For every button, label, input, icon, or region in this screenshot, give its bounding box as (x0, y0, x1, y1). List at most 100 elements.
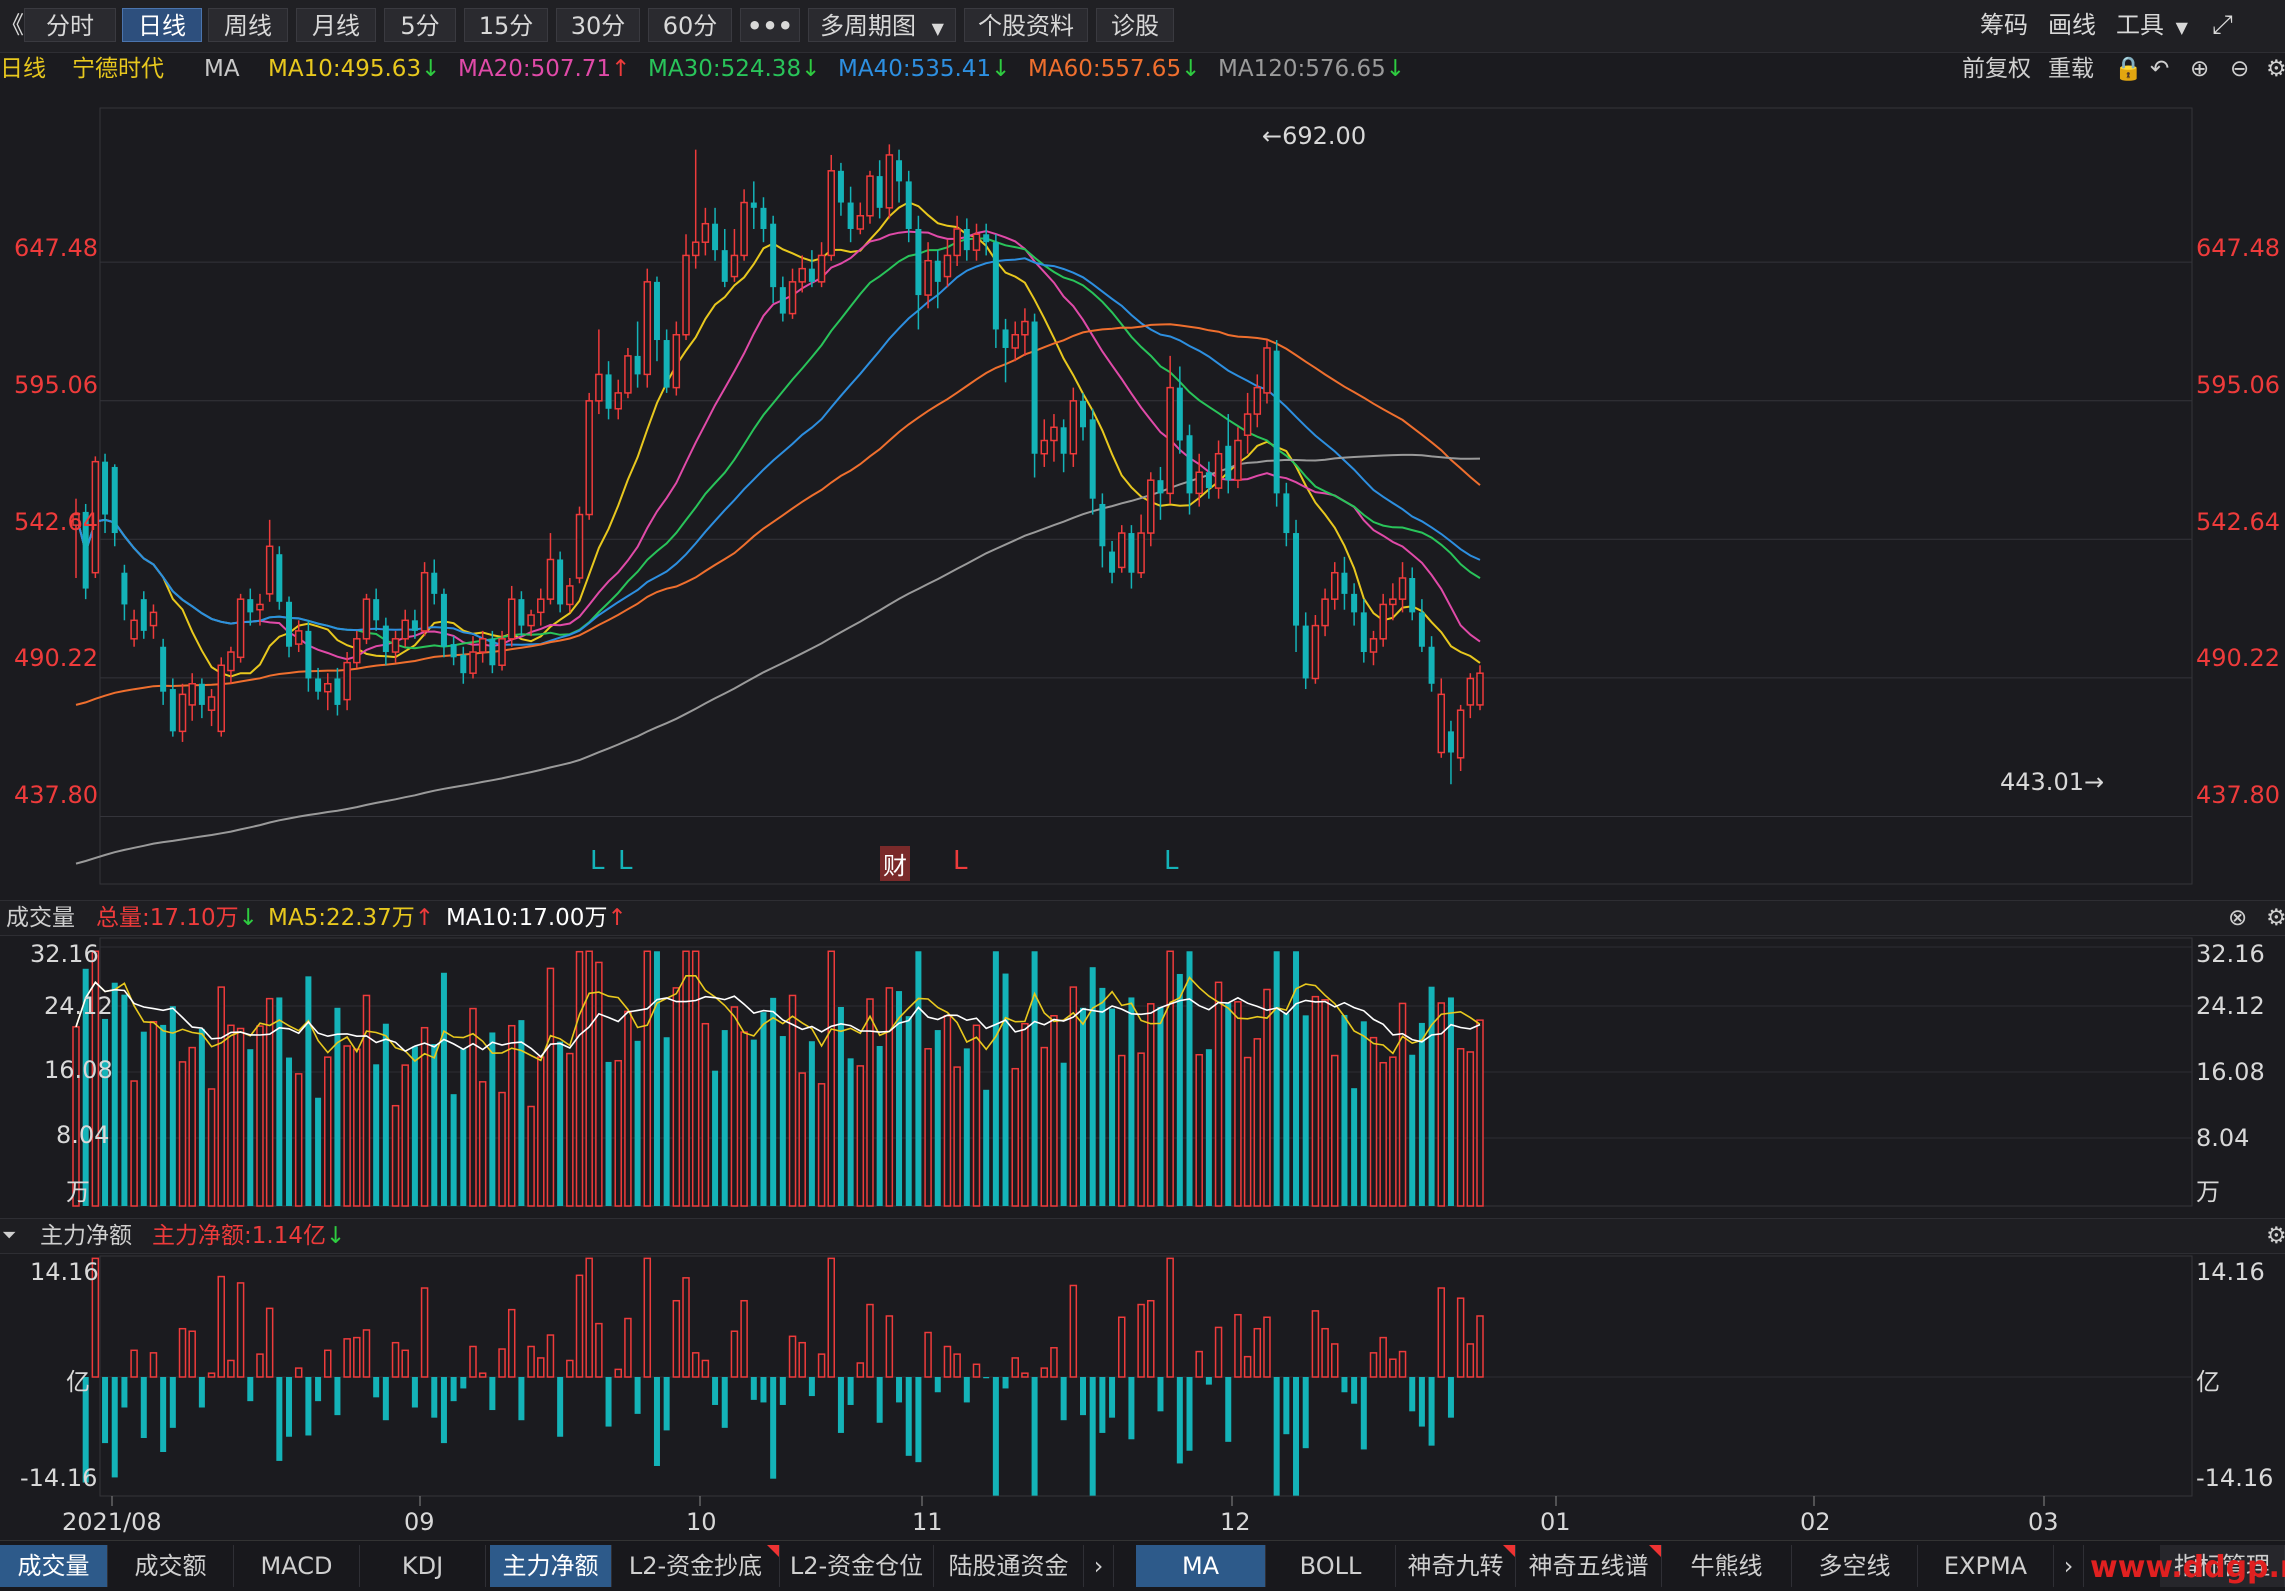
tab-main-flow[interactable]: 主力净额 (490, 1545, 612, 1587)
tab-l2-position[interactable]: L2-资金仓位 (780, 1545, 934, 1587)
indicator-five-line[interactable]: 神奇五线谱 (1516, 1545, 1662, 1587)
stock-info-button[interactable]: 个股资料 (964, 8, 1088, 42)
candle-body-up (91, 460, 100, 574)
undo-icon[interactable]: ↶ (2150, 56, 2170, 82)
fullscreen-icon[interactable]: ⤢ (2212, 10, 2233, 40)
volume-bar-down (431, 1044, 438, 1206)
scroll-right-icon[interactable]: › (2054, 1545, 2084, 1587)
tab-monthly[interactable]: 月线 (296, 8, 376, 42)
flow-bar-positive (682, 1277, 690, 1378)
candle-body-up (827, 170, 836, 257)
tab-kdj[interactable]: KDJ (360, 1545, 486, 1587)
indicator-long-short[interactable]: 多空线 (1792, 1545, 1918, 1587)
candle-body-down (963, 228, 970, 251)
volume-bar-up (953, 1066, 961, 1207)
volume-bar-down (770, 997, 777, 1206)
volume-bar-up (256, 1025, 264, 1207)
more-button[interactable]: ••• (740, 8, 800, 42)
volume-bar-up (1263, 988, 1271, 1207)
candle-body-up (1166, 386, 1174, 495)
candle-body-down (247, 599, 254, 613)
zoom-in-icon[interactable]: ⊕ (2190, 56, 2210, 82)
flow-bar-positive (130, 1349, 138, 1378)
volume-bar-down (934, 1030, 941, 1206)
scroll-right-icon[interactable]: › (1084, 1545, 1114, 1587)
volume-bar-down (1293, 951, 1300, 1206)
ma120-line (75, 453, 1481, 865)
volume-bar-down (460, 1049, 467, 1206)
event-marker-l[interactable]: L (618, 846, 633, 876)
candle-body-up (798, 267, 806, 283)
zoom-out-icon[interactable]: ⊖ (2230, 56, 2250, 82)
adjust-button[interactable]: 前复权 (1962, 56, 2031, 82)
tab-turnover[interactable]: 成交额 (108, 1545, 234, 1587)
indicator-expma[interactable]: EXPMA (1918, 1545, 2054, 1587)
volume-bar-up (972, 1024, 981, 1207)
up-arrow-icon: ↑ (611, 56, 631, 82)
volume-bar-up (866, 998, 874, 1207)
flow-bar-negative (440, 1377, 447, 1444)
earnings-marker[interactable]: 财 (880, 846, 910, 881)
event-marker-l[interactable]: L (590, 846, 605, 876)
volume-title[interactable]: 成交量 (6, 905, 75, 931)
event-marker-l[interactable]: L (953, 846, 968, 876)
candle-body-up (595, 373, 603, 402)
indicator-ma[interactable]: MA (1136, 1545, 1266, 1587)
settings-gear-icon[interactable]: ⚙ (2266, 56, 2285, 82)
tools-menu[interactable]: 工具 ▼ (2116, 8, 2188, 42)
tab-30min[interactable]: 30分 (556, 8, 640, 42)
tab-daily[interactable]: 日线 (122, 8, 202, 42)
volume-bar-up (585, 950, 593, 1207)
event-marker-l[interactable]: L (1164, 846, 1179, 876)
volume-bar-down (1273, 951, 1280, 1206)
tab-l2-bottom[interactable]: L2-资金抄底 (612, 1545, 780, 1587)
settings-gear-icon[interactable]: ⚙ (2266, 1223, 2285, 1249)
new-badge-icon (767, 1545, 779, 1557)
flow-bar-negative (837, 1377, 844, 1433)
indicator-boll[interactable]: BOLL (1266, 1545, 1396, 1587)
collapse-circle-icon[interactable]: ⏷ (2, 1225, 17, 1246)
draw-line-button[interactable]: 画线 (2048, 11, 2096, 39)
indicator-manage-button[interactable]: 指标管理 (2160, 1545, 2285, 1587)
price-label-right: 595.06 (2196, 371, 2280, 399)
tab-volume[interactable]: 成交量 (0, 1545, 108, 1587)
stock-name[interactable]: 宁德时代 (72, 56, 164, 82)
flow-bar-positive (91, 1257, 100, 1378)
flow-bar-negative (760, 1377, 767, 1403)
tab-weekly[interactable]: 周线 (208, 8, 288, 42)
volume-bar-up (207, 1088, 216, 1207)
settings-gear-icon[interactable]: ⚙ (2266, 905, 2285, 931)
tab-hk-connect[interactable]: 陆股通资金 (934, 1545, 1084, 1587)
diagnose-button[interactable]: 诊股 (1096, 8, 1174, 42)
volume-bar-down (82, 968, 89, 1206)
flow-bar-positive (827, 1257, 836, 1378)
tab-15min[interactable]: 15分 (464, 8, 548, 42)
down-arrow-icon: ↓ (801, 56, 821, 82)
multi-period-dropdown[interactable]: 多周期图 ▼ (808, 8, 956, 42)
flow-title[interactable]: 主力净额 (40, 1223, 132, 1249)
tab-60min[interactable]: 60分 (648, 8, 732, 42)
tab-fenshi[interactable]: 分时 (24, 8, 116, 42)
flow-bar-negative (1205, 1377, 1212, 1385)
candle-body-down (915, 228, 922, 296)
collapse-icon[interactable]: 《 (0, 11, 24, 39)
flow-bar-negative (382, 1377, 389, 1421)
ma-label[interactable]: MA (204, 56, 240, 82)
flow-axis-label: -14.16 (2196, 1464, 2274, 1492)
overlay-button[interactable]: 重载 (2048, 56, 2094, 82)
volume-bar-up (469, 1007, 477, 1207)
volume-bar-up (91, 950, 100, 1207)
volume-bar-down (373, 1064, 380, 1206)
chips-button[interactable]: 筹码 (1980, 11, 2028, 39)
close-icon[interactable]: ⊗ (2228, 905, 2248, 931)
lock-icon[interactable]: 🔒 (2114, 56, 2143, 82)
flow-bar-negative (605, 1377, 612, 1427)
candle-body-down (1428, 646, 1435, 684)
indicator-nine[interactable]: 神奇九转 (1396, 1545, 1516, 1587)
tab-5min[interactable]: 5分 (384, 8, 456, 42)
flow-bar-positive (343, 1338, 351, 1378)
tab-macd[interactable]: MACD (234, 1545, 360, 1587)
indicator-bull-bear[interactable]: 牛熊线 (1662, 1545, 1792, 1587)
ma20-value: MA20:507.71↑ (458, 56, 631, 82)
